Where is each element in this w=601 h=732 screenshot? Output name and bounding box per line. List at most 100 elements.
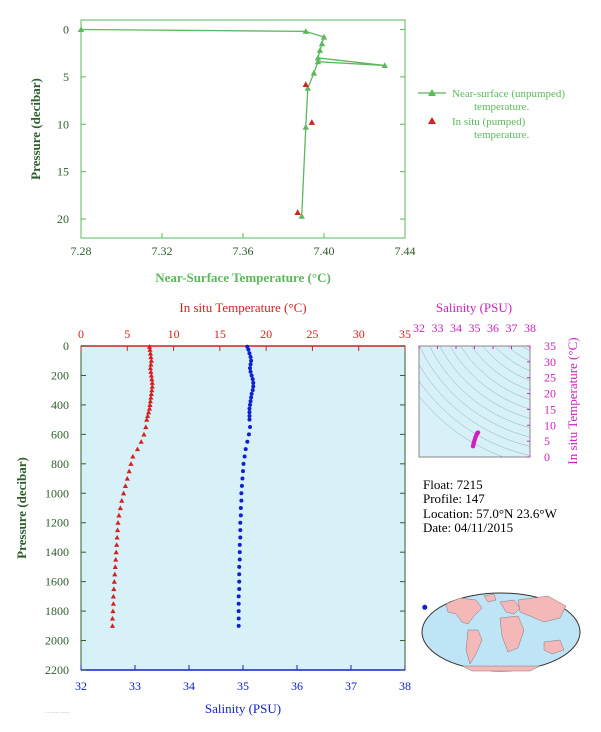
temperature-point — [145, 413, 151, 419]
temperature-point — [110, 601, 116, 606]
float-location-marker — [422, 604, 428, 610]
pressure-tick-label: 1600 — [45, 575, 69, 589]
temperature-point — [148, 394, 154, 400]
salinity-point — [237, 572, 242, 577]
salinity-point — [238, 520, 243, 525]
salinity-point — [247, 413, 252, 418]
y-tick-label: 20 — [57, 212, 69, 226]
temperature-tick-label: 0 — [78, 327, 84, 341]
salinity-tick-label: 33 — [129, 679, 141, 693]
temperature-point — [111, 586, 117, 592]
x-tick-label: 7.32 — [152, 244, 173, 258]
pressure-tick-label: 2200 — [45, 663, 69, 677]
legend-unpumped-line2: temperature. — [474, 101, 530, 113]
salinity-point — [238, 506, 243, 510]
salinity-point — [238, 528, 243, 533]
salinity-point — [249, 395, 254, 400]
ts-y-tick-label: 25 — [544, 371, 556, 385]
map-continents — [445, 593, 567, 672]
temperature-tick-label: 30 — [353, 327, 365, 341]
salinity-tick-label: 37 — [345, 679, 357, 693]
temperature-point — [143, 424, 149, 430]
y-tick-label: 10 — [57, 117, 69, 131]
ts-y-tick-label: 5 — [544, 434, 550, 448]
pressure-tick-label: 1200 — [45, 516, 69, 530]
ts-x-tick-label: 34 — [450, 321, 462, 335]
near-surface-panel: 7.28 7.32 7.36 7.40 7.44 0 5 10 15 20 Near-Surfa… — [28, 19, 565, 285]
unpumped-point — [310, 69, 318, 76]
salinity-point — [247, 406, 252, 411]
float-info: Float: 7215 Profile: 147 Location: 57.0°… — [423, 477, 558, 535]
continent-australia — [543, 639, 565, 655]
profile-plot-area — [80, 345, 406, 671]
legend-pumped-label: In situ (pumped) temperature. — [452, 116, 530, 141]
legend-unpumped-line1: Near-surface (unpumped) — [452, 88, 565, 100]
density-contour — [503, 209, 601, 343]
unpumped-point — [298, 213, 305, 219]
salinity-point — [251, 384, 256, 389]
temperature-point — [149, 376, 155, 382]
salinity-point — [236, 594, 241, 599]
temperature-tick-label: 35 — [399, 327, 411, 341]
ts-salinity-ticks: 32 33 34 35 36 37 38 — [413, 321, 536, 349]
salinity-tick-label: 34 — [183, 679, 195, 693]
salinity-axis-label: Salinity (PSU) — [205, 701, 281, 716]
salinity-point — [236, 623, 241, 628]
density-contour — [512, 218, 601, 334]
temperature-tick-label: 20 — [260, 327, 272, 341]
unpumped-point — [381, 62, 388, 69]
salinity-point — [245, 439, 250, 444]
temperature-point — [114, 534, 120, 540]
temperature-point — [149, 383, 155, 389]
temperature-point — [141, 431, 147, 437]
salinity-point — [248, 366, 253, 371]
temperature-point — [145, 409, 152, 415]
temperature-point — [130, 453, 136, 459]
temperature-point — [114, 527, 121, 533]
pressure-tick-label: 1000 — [45, 486, 69, 500]
profile-number: Profile: 147 — [423, 491, 485, 506]
unpumped-point — [318, 40, 326, 47]
temperature-point — [134, 446, 141, 452]
ts-x-tick-label: 33 — [432, 321, 444, 335]
continent-asia — [517, 595, 567, 623]
salinity-point — [248, 355, 253, 360]
ts-y-tick-label: 20 — [544, 387, 556, 401]
temperature-point — [146, 405, 153, 411]
salinity-point — [248, 425, 253, 429]
temperature-point — [126, 468, 132, 474]
salinity-point — [247, 351, 252, 356]
unpumped-point — [316, 47, 324, 53]
near-surface-x-label: Near-Surface Temperature (°C) — [155, 270, 331, 285]
temperature-point — [112, 571, 118, 577]
salinity-point — [239, 483, 244, 488]
near-surface-y-label: Pressure (decibar) — [28, 78, 43, 180]
profile-y-label: Pressure (decibar) — [14, 457, 29, 559]
ts-x-tick-label: 38 — [524, 321, 536, 335]
near-surface-legend: Near-surface (unpumped) temperature. In … — [418, 88, 565, 141]
density-contour — [521, 346, 530, 352]
salinity-point — [239, 498, 244, 503]
temperature-point — [113, 556, 119, 562]
salinity-tick-label: 38 — [399, 679, 411, 693]
ts-y-tick-label: 15 — [544, 402, 556, 416]
density-contour — [530, 236, 601, 316]
location: Location: 57.0°N 23.6°W — [423, 506, 558, 521]
temperature-point — [110, 593, 116, 599]
pressure-tick-label: 0 — [63, 339, 69, 353]
salinity-point — [236, 601, 241, 606]
continent-south-america — [465, 629, 483, 665]
salinity-point — [237, 587, 242, 591]
pressure-tick-label: 2000 — [45, 634, 69, 648]
pressure-tick-label: 1400 — [45, 545, 69, 559]
density-contour — [507, 346, 530, 362]
float-id: Float: 7215 — [423, 477, 483, 492]
density-contour — [521, 227, 601, 325]
ts-x-tick-label: 36 — [487, 321, 499, 335]
temperature-ticks: 0 5 10 15 20 25 30 35 — [78, 327, 411, 351]
x-tick-label: 7.28 — [71, 244, 92, 258]
pressure-tick-label: 200 — [51, 368, 69, 382]
near-surface-series — [77, 26, 388, 219]
salinity-point — [237, 542, 242, 547]
temperature-point — [113, 549, 119, 555]
